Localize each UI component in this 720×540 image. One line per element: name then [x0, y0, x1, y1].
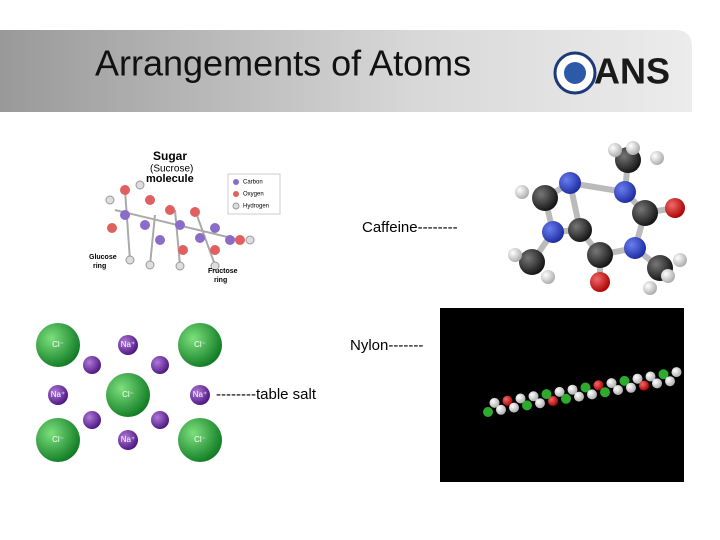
- chloride-ion: [106, 373, 150, 417]
- atom: [619, 375, 630, 386]
- atom: [561, 393, 571, 404]
- ion-label: Cl⁻: [52, 435, 64, 444]
- atom: [671, 367, 682, 378]
- sodium-ion: [118, 430, 138, 450]
- atom: [652, 378, 662, 389]
- ion-label: Cl⁻: [122, 390, 134, 399]
- atom: [522, 400, 532, 411]
- ring-label: ring: [214, 277, 227, 284]
- slide-title: Arrangements of Atoms: [95, 43, 471, 84]
- sugar-title: Sugar: [153, 149, 187, 163]
- legend-item: Carbon: [243, 180, 263, 186]
- sodium-ion: [190, 385, 210, 405]
- title-bar: [0, 30, 692, 112]
- sodium-ion: [83, 356, 101, 374]
- nylon-caption: Nylon-------: [350, 337, 423, 354]
- atom: [528, 391, 539, 402]
- caffeine-caption: Caffeine--------: [362, 219, 458, 236]
- chloride-ion: [178, 418, 222, 462]
- sugar-subtitle: (Sucrose): [150, 164, 193, 175]
- atom: [580, 382, 591, 393]
- atom: [515, 393, 526, 404]
- ion-label: Na⁺: [121, 435, 135, 444]
- nylon-model: [483, 367, 682, 417]
- atom: [535, 398, 545, 409]
- legend-item: Oxygen: [243, 192, 264, 198]
- atom: [639, 380, 649, 391]
- ion-label: Na⁺: [121, 340, 135, 349]
- sodium-ion: [151, 356, 169, 374]
- ion-label: Cl⁻: [194, 435, 206, 444]
- ion-label: Cl⁻: [52, 340, 64, 349]
- atom: [632, 373, 643, 384]
- atom: [658, 369, 669, 380]
- logo-text: ANS: [594, 51, 670, 92]
- atom: [593, 380, 604, 391]
- atom: [665, 376, 675, 387]
- sodium-ion: [48, 385, 68, 405]
- atom: [600, 387, 610, 398]
- atom: [502, 395, 513, 406]
- ion-label: Na⁺: [193, 390, 207, 399]
- ion-label: Cl⁻: [194, 340, 206, 349]
- ion-label: Na⁺: [51, 390, 65, 399]
- atom: [574, 391, 584, 402]
- atom: [554, 386, 565, 397]
- atom: [567, 384, 578, 395]
- atom: [613, 385, 623, 395]
- ring-label: Fructose: [208, 268, 238, 275]
- chloride-ion: [178, 323, 222, 367]
- sodium-ion: [151, 411, 169, 429]
- atom: [626, 382, 636, 393]
- atom: [645, 371, 656, 382]
- sugar-diagram: Sugar (Sucrose) molecule Carbon Oxygen H…: [89, 149, 281, 284]
- atom: [496, 404, 506, 415]
- atom: [483, 407, 493, 417]
- legend-item: Hydrogen: [243, 204, 269, 210]
- ring-label: ring: [93, 263, 106, 270]
- atom: [606, 378, 617, 389]
- salt-crystal: Cl⁻ Na⁺ Cl⁻ Na⁺ Cl⁻ Na⁺ Cl⁻ Na⁺ Cl⁻: [36, 323, 222, 462]
- chloride-ion: [36, 323, 80, 367]
- ring-label: Glucose: [89, 254, 117, 261]
- atom: [587, 389, 597, 400]
- salt-caption: --------table salt: [216, 386, 317, 403]
- atom: [541, 389, 552, 400]
- atom: [509, 402, 519, 413]
- ans-logo: ANS: [553, 51, 670, 95]
- atom: [489, 397, 500, 408]
- sodium-ion: [83, 411, 101, 429]
- sugar-word: molecule: [146, 173, 194, 185]
- atom: [548, 396, 558, 406]
- chloride-ion: [36, 418, 80, 462]
- caffeine-model: [508, 141, 687, 295]
- sodium-ion: [118, 335, 138, 355]
